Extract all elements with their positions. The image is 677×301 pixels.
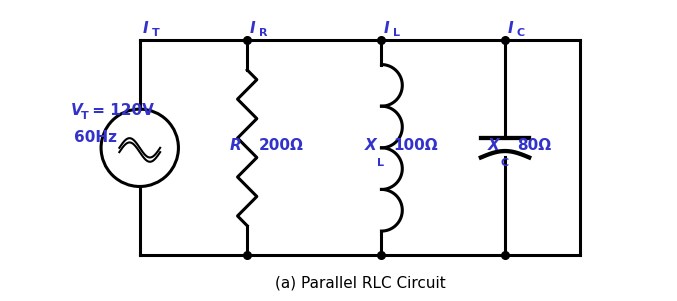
Text: T: T [81,111,89,121]
Text: X: X [364,138,376,153]
Text: I: I [508,21,513,36]
Text: C: C [517,28,525,38]
Text: T: T [152,28,159,38]
Text: = 120V: = 120V [87,103,154,118]
Text: I: I [384,21,390,36]
Text: V: V [71,103,83,118]
Text: (a) Parallel RLC Circuit: (a) Parallel RLC Circuit [275,275,445,290]
Text: 200Ω: 200Ω [259,138,304,153]
Text: L: L [393,28,400,38]
Text: I: I [142,21,148,36]
Text: C: C [501,158,509,168]
Text: R: R [230,138,242,153]
Text: I: I [250,21,255,36]
Text: 80Ω: 80Ω [517,138,551,153]
Text: X: X [488,138,500,153]
Text: R: R [259,28,267,38]
Text: 100Ω: 100Ω [393,138,438,153]
Text: 60Hz: 60Hz [74,130,116,145]
Text: L: L [377,158,384,168]
